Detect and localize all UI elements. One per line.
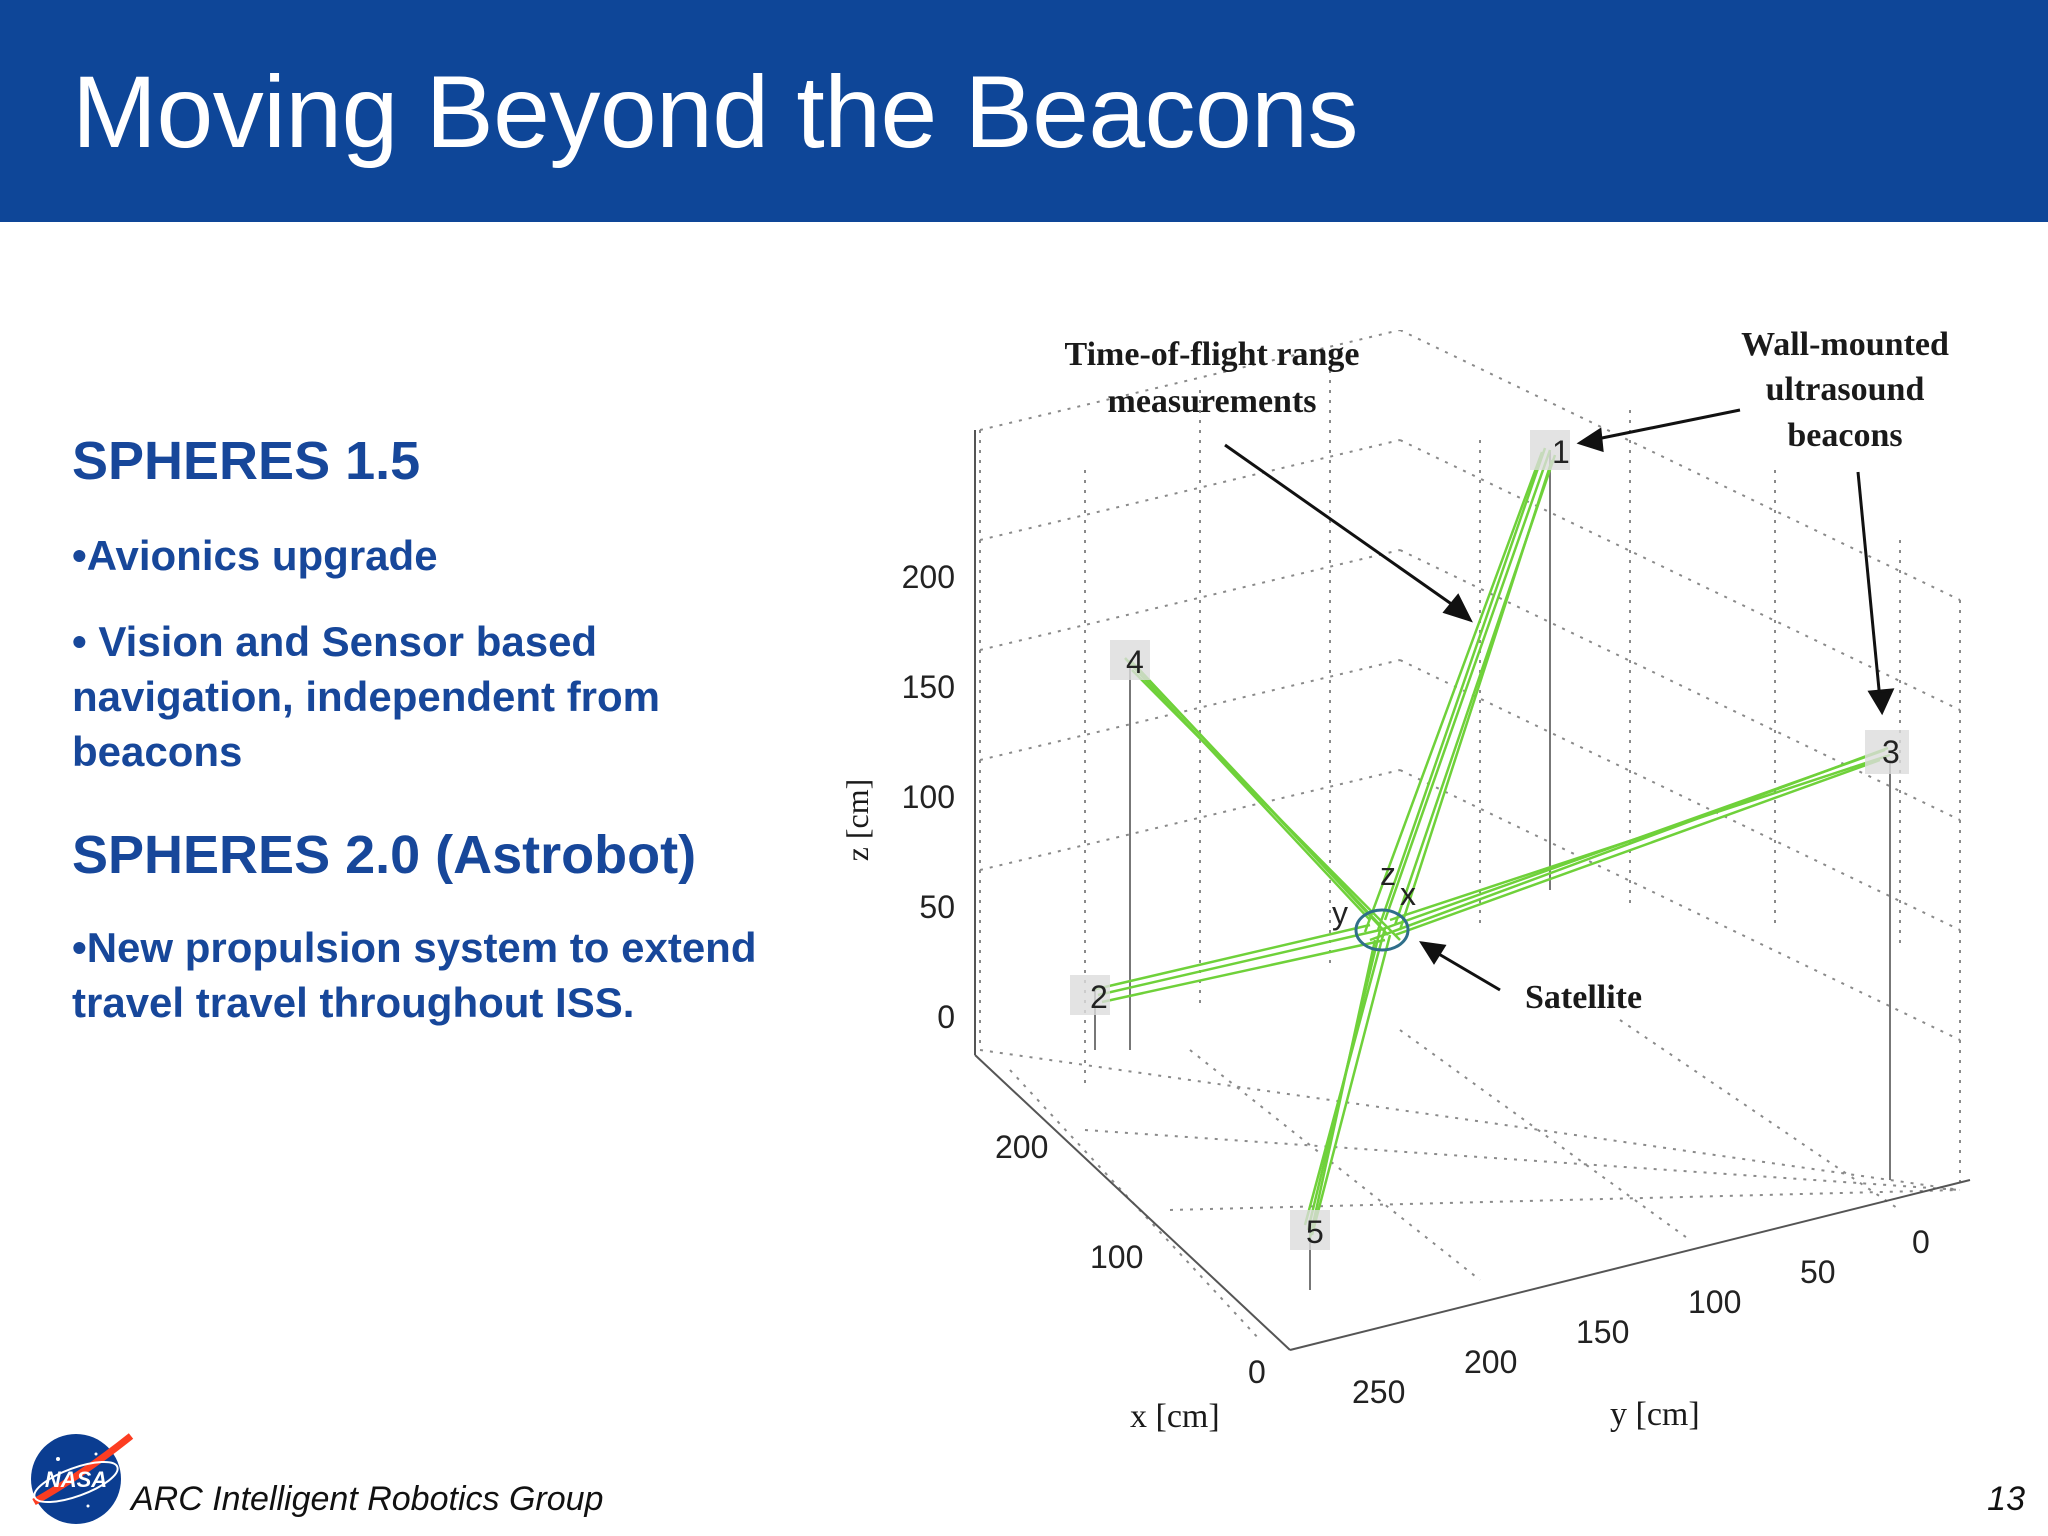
beacon-range-figure: 1 4 3 2 5 z x y Time-of-flight range mea… (840, 330, 1971, 1435)
svg-text:100: 100 (902, 779, 955, 815)
section-heading-spheres-1-5: SPHERES 1.5 (72, 431, 421, 491)
svg-text:200: 200 (995, 1129, 1048, 1165)
callout-tof-line1: Time-of-flight range (1065, 336, 1360, 373)
svg-text:250: 250 (1352, 1374, 1405, 1410)
svg-text:4: 4 (1126, 644, 1144, 680)
svg-text:0: 0 (1248, 1354, 1266, 1390)
beacon-1: 1 (1530, 430, 1570, 470)
y-axis-ticks: 250 200 150 100 50 0 (1352, 1224, 1930, 1410)
beacon-3: 3 (1865, 730, 1909, 774)
svg-text:50: 50 (1800, 1254, 1836, 1290)
bullet-vision-navigation: • Vision and Sensor based navigation, in… (72, 618, 661, 775)
nasa-logo: NASA (31, 1433, 134, 1524)
svg-text:0: 0 (1912, 1224, 1930, 1260)
svg-text:100: 100 (1688, 1284, 1741, 1320)
svg-text:3: 3 (1882, 734, 1900, 770)
beacon-4: 4 (1110, 640, 1150, 680)
callout-arrows (1224, 408, 1895, 992)
bullet-propulsion: •New propulsion system to extend travel … (72, 924, 757, 1026)
footer-group-name: ARC Intelligent Robotics Group (131, 1480, 604, 1518)
svg-text:5: 5 (1306, 1214, 1324, 1250)
beacon-5: 5 (1290, 1210, 1330, 1250)
callout-satellite: Satellite (1525, 979, 1642, 1016)
svg-text:0: 0 (937, 999, 955, 1035)
svg-text:1: 1 (1552, 434, 1570, 470)
callout-wall-line1: Wall-mounted (1741, 330, 1949, 363)
z-axis-ticks: 200 150 100 50 0 (902, 559, 955, 1035)
slide-title: Moving Beyond the Beacons (72, 55, 1359, 169)
beacon-posts (1094, 450, 1891, 1290)
svg-text:NASA: NASA (45, 1467, 107, 1492)
svg-text:50: 50 (919, 889, 955, 925)
grid-lines (979, 330, 1961, 1341)
range-lines (1091, 447, 1891, 1239)
callout-wall-line3: beacons (1787, 417, 1902, 454)
section-heading-spheres-2-0: SPHERES 2.0 (Astrobot) (72, 825, 697, 885)
svg-text:150: 150 (1576, 1314, 1629, 1350)
x-axis-label: x [cm] (1130, 1398, 1220, 1435)
z-axis-label: z [cm] (840, 779, 875, 862)
callout-tof-line2: measurements (1108, 383, 1317, 420)
beacon-2: 2 (1070, 975, 1110, 1015)
svg-text:y: y (1332, 895, 1348, 931)
callout-wall-line2: ultrasound (1766, 371, 1925, 408)
svg-text:z: z (1380, 856, 1396, 892)
svg-text:200: 200 (902, 559, 955, 595)
bullet-avionics: •Avionics upgrade (72, 532, 438, 579)
title-bar: Moving Beyond the Beacons (0, 0, 2048, 222)
x-axis-ticks: 200 100 0 (995, 1129, 1266, 1390)
satellite-marker: z x y (1332, 856, 1416, 952)
svg-text:150: 150 (902, 669, 955, 705)
axis-lines (974, 430, 1971, 1351)
svg-text:2: 2 (1090, 979, 1108, 1015)
svg-text:x: x (1400, 876, 1416, 912)
svg-text:100: 100 (1090, 1239, 1143, 1275)
page-number: 13 (1987, 1480, 2025, 1518)
svg-text:200: 200 (1464, 1344, 1517, 1380)
y-axis-label: y [cm] (1610, 1396, 1700, 1433)
